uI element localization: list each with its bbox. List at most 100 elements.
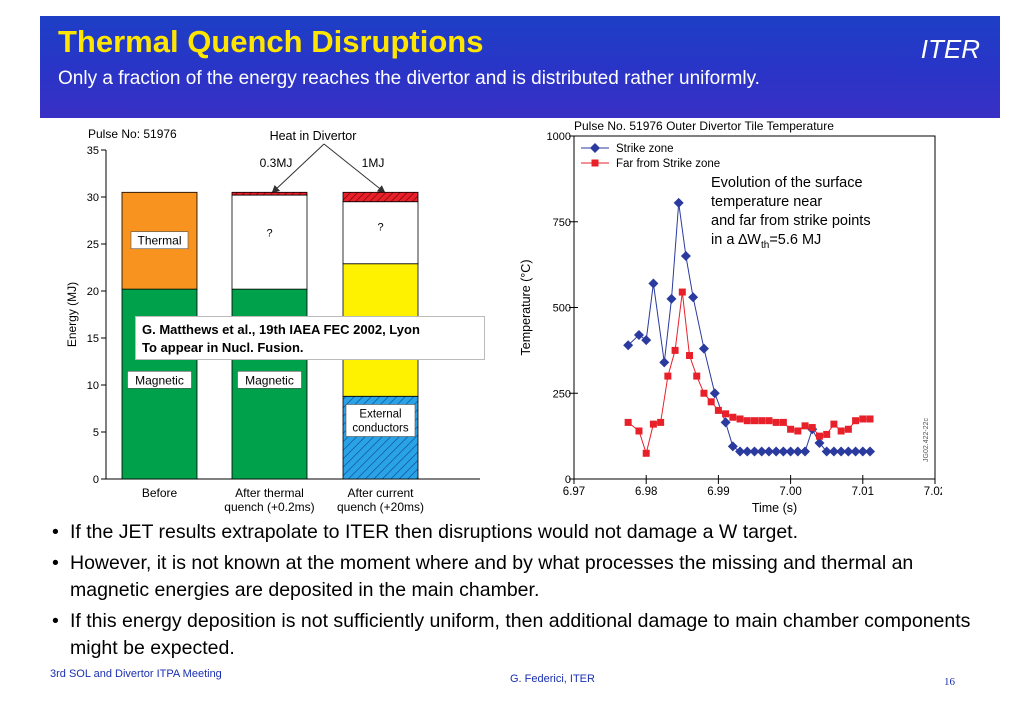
data-point <box>843 446 854 457</box>
data-point <box>722 410 730 418</box>
x-category-label: Before <box>142 486 178 500</box>
slide-title: Thermal Quench Disruptions <box>58 24 484 59</box>
data-point <box>743 417 751 425</box>
annotation-label: 1MJ <box>362 156 385 170</box>
citation-line-2: To appear in Nucl. Fusion. <box>142 340 304 355</box>
bar-segment-label: ? <box>377 222 383 234</box>
data-point <box>688 292 699 303</box>
data-point <box>642 449 650 457</box>
chart-note-sub: th <box>760 239 770 251</box>
chart-note: Evolution of the surface temperature nea… <box>711 174 871 255</box>
energy-bar-chart: Pulse No: 51976 Heat in Divertor 0.3MJ 1MJ 0… <box>65 127 480 514</box>
data-point <box>751 417 758 425</box>
title-banner: Thermal Quench Disruptions ITER Only a f… <box>40 16 1000 118</box>
legend-marker <box>590 143 600 153</box>
data-point <box>850 446 861 457</box>
y-tick-label: 0 <box>93 474 99 486</box>
data-point <box>664 372 672 380</box>
bar-label-box <box>127 371 192 389</box>
x-tick-label: 6.98 <box>635 486 657 498</box>
y-axis-title: Temperature (°C) <box>519 260 533 356</box>
y-tick-label: 10 <box>87 380 99 392</box>
data-point <box>771 446 782 457</box>
chart-note-pre: in a ∆W <box>711 232 761 248</box>
data-point <box>700 389 708 397</box>
y-tick-label: 35 <box>87 145 99 157</box>
bullet-item: If this energy deposition is not suffici… <box>52 608 992 663</box>
bar-segment-label: ? <box>266 228 272 240</box>
bar-segment <box>342 201 419 265</box>
data-point <box>736 415 744 423</box>
data-point <box>808 424 816 432</box>
legend-marker <box>591 159 599 167</box>
chart-note-line-4: in a ∆Wth=5.6 MJ <box>711 231 871 255</box>
data-point <box>772 418 780 426</box>
data-point <box>763 446 774 457</box>
chart-note-line-3: and far from strike points <box>711 213 871 229</box>
data-point <box>821 446 832 457</box>
data-point <box>673 197 684 208</box>
y-axis-title: Energy (MJ) <box>65 282 79 347</box>
y-tick-label: 500 <box>553 303 571 315</box>
data-point <box>659 357 670 368</box>
data-point <box>779 418 787 426</box>
bar-label-box <box>130 231 189 250</box>
y-tick-label: 30 <box>87 192 99 204</box>
data-point <box>742 446 753 457</box>
data-point <box>714 406 722 414</box>
data-point <box>648 278 659 289</box>
bar-label-box <box>237 371 302 389</box>
data-point <box>866 415 874 423</box>
page-number: 16 <box>944 676 955 688</box>
data-point <box>633 329 644 340</box>
data-point <box>852 417 860 425</box>
data-point <box>635 427 643 435</box>
bar-label-box <box>345 404 416 437</box>
data-point <box>693 372 701 380</box>
x-tick-label: 6.97 <box>563 486 585 498</box>
data-point <box>800 446 811 457</box>
data-point <box>836 446 847 457</box>
chart-note-post: =5.6 MJ <box>769 232 822 248</box>
bullet-item: However, it is not known at the moment w… <box>52 550 992 605</box>
bar-segment <box>231 194 308 290</box>
footer-author: G. Federici, ITER <box>510 673 595 685</box>
x-category-label: quench (+0.2ms) <box>224 500 314 514</box>
bar-segment-label: External <box>359 409 401 421</box>
data-point <box>671 346 679 354</box>
series-line <box>627 292 870 456</box>
x-tick-label: 7.02 <box>924 486 942 498</box>
annotation-arrow <box>323 143 386 194</box>
bullet-item: If the JET results extrapolate to ITER t… <box>52 519 992 547</box>
data-point <box>666 293 677 304</box>
data-point <box>758 417 766 425</box>
data-point <box>830 420 838 428</box>
data-point <box>857 446 868 457</box>
legend-label: Far from Strike zone <box>616 158 720 170</box>
legend-label: Strike zone <box>616 143 674 155</box>
chart-title: Pulse No. 51976 Outer Divertor Tile Temp… <box>574 119 834 133</box>
x-category-label: After current <box>347 486 414 500</box>
y-tick-label: 25 <box>87 239 99 251</box>
data-point <box>785 446 796 457</box>
y-tick-label: 5 <box>93 427 99 439</box>
data-point <box>815 432 823 440</box>
data-point <box>794 427 802 435</box>
data-point <box>823 430 831 438</box>
x-category-label: quench (+20ms) <box>337 500 424 514</box>
bar-segment-label: Thermal <box>137 234 181 248</box>
data-point <box>778 446 789 457</box>
data-point <box>707 398 715 406</box>
x-category-label: After thermal <box>235 486 304 500</box>
data-point <box>686 352 694 360</box>
data-point <box>657 418 665 426</box>
chart-pulse-label: Pulse No: 51976 <box>88 127 177 141</box>
data-point <box>828 446 839 457</box>
data-point <box>837 427 845 435</box>
data-point <box>749 446 760 457</box>
data-point <box>792 446 803 457</box>
chart-title: Heat in Divertor <box>270 129 357 143</box>
data-point <box>859 415 867 423</box>
data-point <box>735 446 746 457</box>
data-point <box>756 446 767 457</box>
